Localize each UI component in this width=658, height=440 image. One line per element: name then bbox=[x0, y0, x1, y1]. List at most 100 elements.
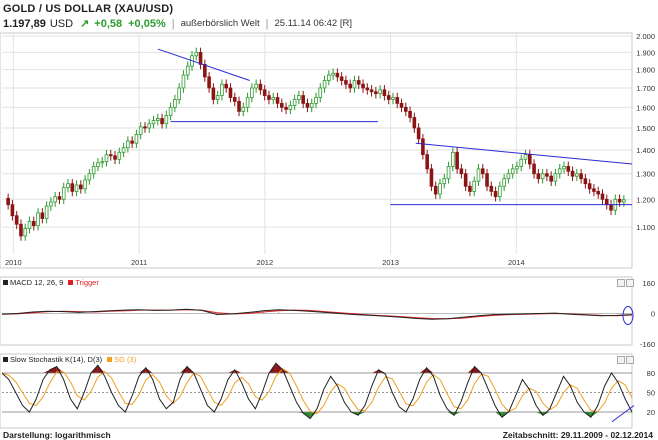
price-candle-body bbox=[604, 198, 609, 206]
price-candle-body bbox=[83, 179, 87, 190]
price-candle-body bbox=[545, 173, 549, 177]
price-candle-body bbox=[126, 140, 130, 149]
price-candle-body bbox=[198, 51, 203, 65]
trigger-legend-label: Trigger bbox=[75, 278, 99, 287]
price-candle-body bbox=[228, 87, 233, 98]
price-candle-body bbox=[382, 89, 387, 96]
price-candle-body bbox=[583, 178, 588, 185]
price-y-tick-label: 1.300 bbox=[636, 170, 655, 179]
price-candle-body bbox=[335, 72, 340, 78]
price-candle-body bbox=[267, 95, 271, 100]
price-candle-body bbox=[258, 83, 263, 91]
price-candle-body bbox=[566, 166, 571, 172]
price-candle-body bbox=[412, 117, 417, 129]
price-candle-body bbox=[262, 89, 267, 96]
price-candle-body bbox=[327, 74, 331, 81]
price-candle-body bbox=[322, 80, 327, 89]
price-candle-body bbox=[378, 89, 382, 95]
price-candle-body bbox=[254, 83, 258, 89]
price-candle-body bbox=[160, 118, 164, 125]
price-candle-body bbox=[220, 83, 224, 96]
price-candle-body bbox=[74, 184, 79, 192]
price-candle-body bbox=[587, 183, 592, 190]
price-candle-body bbox=[168, 106, 173, 116]
price-candle-body bbox=[374, 91, 378, 95]
price-candle-body bbox=[66, 183, 70, 188]
price-candle-body bbox=[19, 223, 23, 237]
time-range: Zeitabschnitt: 29.11.2009 - 02.12.2014 bbox=[502, 430, 653, 440]
price-candle-body bbox=[292, 99, 297, 106]
price-candle-body bbox=[10, 204, 15, 217]
price-candle-body bbox=[600, 193, 605, 200]
price-candle-body bbox=[463, 173, 468, 187]
price-candle-body bbox=[596, 191, 601, 195]
price-candle-body bbox=[403, 106, 408, 112]
price-candle-body bbox=[365, 87, 370, 91]
price-x-tick-label: 2013 bbox=[382, 258, 399, 267]
quote-line: 1.197,89 USD ↗ +0,58 +0,05% | außerbörsl… bbox=[3, 17, 352, 31]
price-candle-body bbox=[279, 102, 284, 108]
price-candle-body bbox=[609, 204, 613, 211]
price-candle-body bbox=[305, 102, 310, 108]
macd-settings-icon[interactable] bbox=[617, 279, 625, 287]
venue: außerbörslich Welt bbox=[180, 18, 260, 29]
price-candle-body bbox=[408, 110, 412, 118]
price-candle-body bbox=[455, 151, 459, 170]
price-candle-body bbox=[485, 173, 489, 187]
price-candle-body bbox=[476, 168, 481, 182]
price-candle-body bbox=[79, 184, 83, 190]
price-candle-body bbox=[36, 212, 40, 227]
currency: USD bbox=[49, 17, 74, 30]
price-candle-body bbox=[493, 191, 498, 198]
price-candle-body bbox=[61, 187, 66, 200]
change-absolute: +0,58 bbox=[94, 17, 123, 30]
separator: | bbox=[171, 17, 175, 30]
price-candle-body bbox=[31, 220, 36, 227]
price-candle-body bbox=[215, 95, 220, 100]
price-candle-body bbox=[489, 185, 494, 192]
price-candle-body bbox=[271, 97, 276, 100]
price-candle-body bbox=[309, 102, 314, 108]
stoch-k-swatch bbox=[3, 357, 8, 362]
price-candle-body bbox=[207, 76, 211, 89]
price-candle-body bbox=[421, 138, 425, 156]
price-x-tick-label: 2011 bbox=[131, 258, 147, 267]
price-candle-body bbox=[459, 168, 464, 175]
price-candle-body bbox=[523, 154, 528, 160]
price-candle-body bbox=[498, 185, 502, 198]
price-x-tick-label: 2010 bbox=[5, 258, 22, 267]
price-candle-body bbox=[451, 151, 455, 167]
price-candle-body bbox=[57, 196, 62, 200]
price-y-tick-label: 1.800 bbox=[636, 66, 655, 75]
price-candle-body bbox=[96, 162, 100, 167]
price-candle-body bbox=[348, 83, 353, 89]
stochastic-legend: Slow Stochastik K(14), D(3) SG (3) bbox=[3, 355, 136, 364]
price-candle-body bbox=[356, 80, 361, 85]
price-y-tick-label: 1.600 bbox=[636, 103, 655, 112]
price-candle-body bbox=[301, 95, 305, 104]
price-candle-body bbox=[91, 166, 96, 175]
price-candle-body bbox=[314, 97, 318, 104]
stochastic-close-icon[interactable] bbox=[626, 356, 634, 364]
price-candle-body bbox=[121, 147, 126, 153]
macd-close-icon[interactable] bbox=[626, 279, 634, 287]
stochastic-settings-icon[interactable] bbox=[617, 356, 625, 364]
scale-note: Darstellung: logarithmisch bbox=[3, 430, 111, 440]
last-price: 1.197,89 bbox=[3, 17, 46, 30]
price-candle-body bbox=[562, 166, 566, 170]
price-candle-body bbox=[536, 173, 541, 180]
price-candle-body bbox=[532, 163, 536, 175]
price-candle-body bbox=[40, 212, 45, 219]
price-candle-body bbox=[70, 183, 75, 192]
timestamp: 25.11.14 06:42 [R] bbox=[274, 18, 352, 29]
trend-up-icon: ↗ bbox=[80, 18, 90, 30]
price-candle-body bbox=[472, 180, 477, 192]
price-candle-body bbox=[100, 161, 105, 164]
price-candle-body bbox=[480, 168, 485, 175]
price-x-tick-label: 2012 bbox=[256, 258, 273, 267]
price-candle-body bbox=[557, 168, 562, 175]
price-candle-body bbox=[53, 196, 57, 203]
price-candle-body bbox=[399, 102, 404, 108]
price-candle-body bbox=[318, 87, 323, 98]
price-candle-body bbox=[203, 63, 207, 78]
